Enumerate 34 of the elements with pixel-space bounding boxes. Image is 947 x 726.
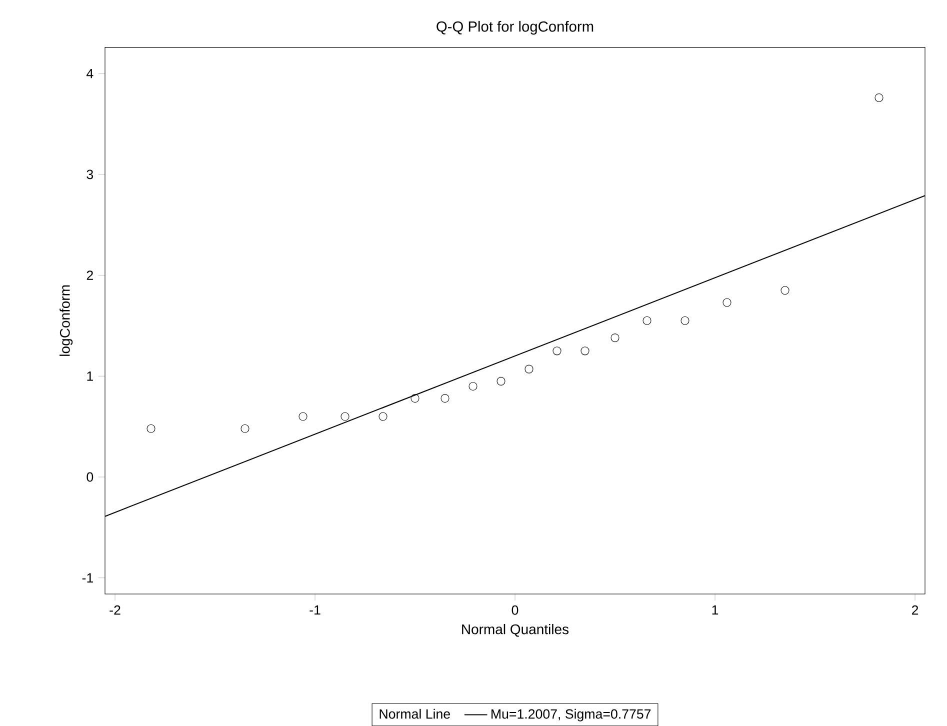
x-tick-label: -1	[310, 605, 320, 614]
x-tick-label: 2	[912, 605, 918, 615]
x-axis-title: Normal Quantiles	[462, 624, 569, 637]
legend-title: Normal Line	[380, 708, 450, 719]
y-tick-label: 1	[87, 371, 93, 381]
point	[298, 412, 308, 421]
point	[468, 382, 478, 390]
y-tick-label: -1	[82, 573, 93, 582]
point	[642, 316, 652, 325]
y-tick-label: 2	[86, 270, 93, 280]
x-tick-label: -2	[110, 605, 120, 615]
y-tick-label: 4	[86, 68, 94, 78]
point	[780, 286, 790, 295]
point	[524, 364, 534, 374]
point	[874, 93, 884, 102]
point	[240, 424, 250, 433]
x-tick-label: 0	[512, 605, 518, 615]
point	[580, 346, 590, 356]
point	[378, 412, 388, 421]
point	[722, 298, 732, 307]
chart-title: Q-Q Plot for logConform	[436, 20, 594, 35]
y-axis-title: logConform	[60, 285, 73, 356]
point	[610, 333, 620, 342]
point	[440, 394, 450, 402]
y-tick-label: 0	[86, 472, 94, 482]
point	[496, 376, 506, 386]
point	[410, 394, 420, 402]
legend-label: Mu=1.2007, Sigma=0.7757	[492, 708, 651, 722]
y-tick-label: 3	[86, 170, 94, 180]
point	[552, 346, 562, 356]
point	[680, 316, 690, 325]
x-tick-label: 1	[712, 605, 718, 614]
point	[340, 412, 350, 421]
point	[146, 424, 156, 433]
